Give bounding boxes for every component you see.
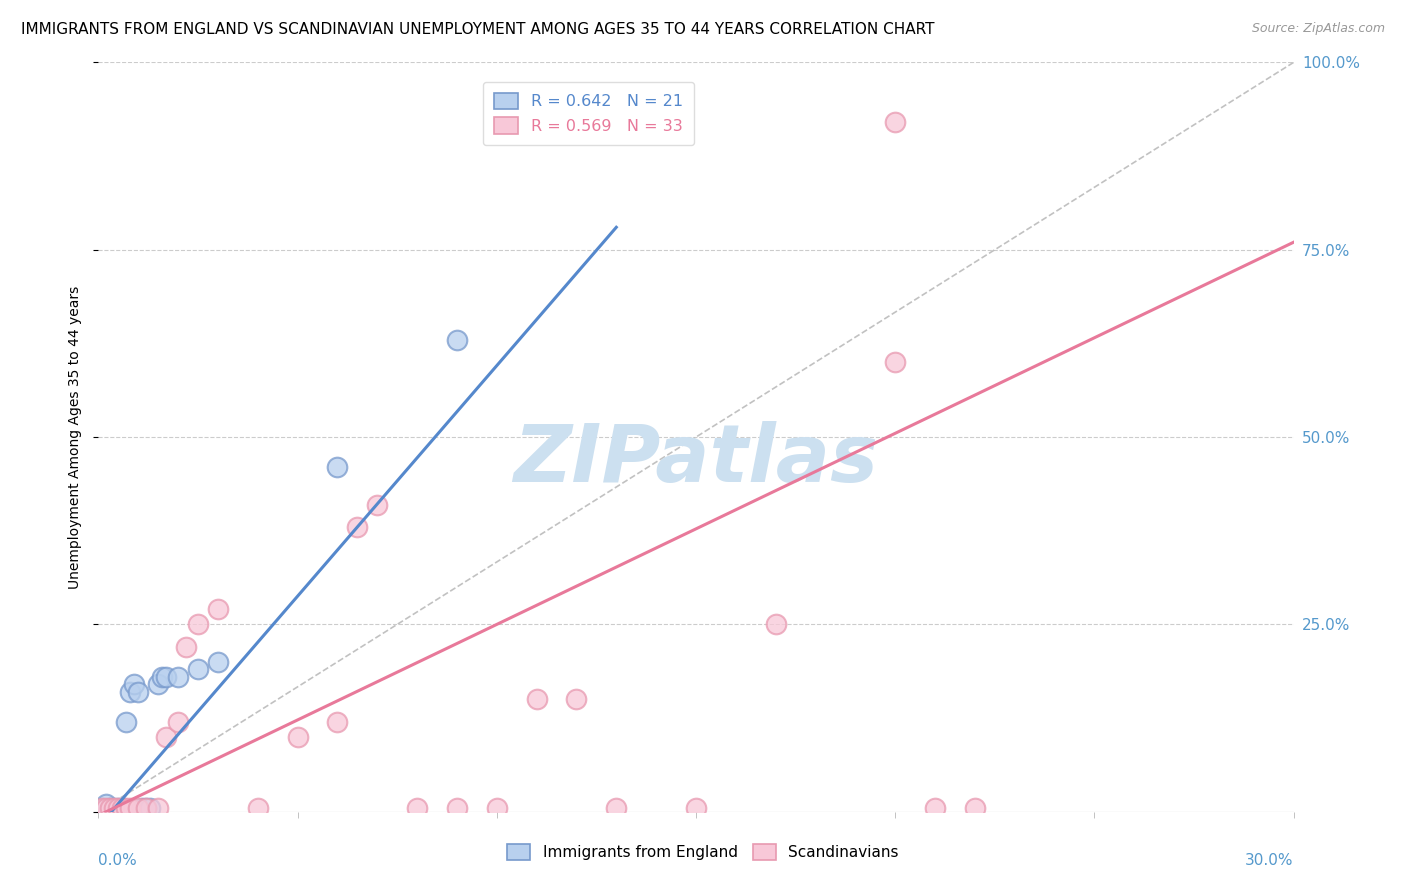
Point [98,801,122,815]
Point [685,801,707,815]
Point [107,801,129,815]
Point [120,801,142,815]
Point [135,801,157,815]
Point [135,801,157,815]
Point [155,670,177,684]
Point [96,801,118,815]
Point [167,714,190,729]
Point [111,801,134,815]
Text: ZIPatlas: ZIPatlas [513,420,879,499]
Text: 0.0%: 0.0% [98,853,138,868]
Legend: Immigrants from England, Scandinavians: Immigrants from England, Scandinavians [502,838,904,866]
Point [174,640,197,654]
Point [127,685,149,699]
Point [246,801,269,815]
Point [326,460,349,475]
Point [150,670,173,684]
Point [366,498,388,512]
Point [287,730,309,744]
Point [103,801,125,815]
Point [565,692,588,706]
Text: IMMIGRANTS FROM ENGLAND VS SCANDINAVIAN UNEMPLOYMENT AMONG AGES 35 TO 44 YEARS C: IMMIGRANTS FROM ENGLAND VS SCANDINAVIAN … [21,22,935,37]
Legend: R = 0.642   N = 21, R = 0.569   N = 33: R = 0.642 N = 21, R = 0.569 N = 33 [482,82,695,145]
Point [115,801,138,815]
Point [111,801,134,815]
Point [326,714,349,729]
Point [96,797,118,812]
Text: Source: ZipAtlas.com: Source: ZipAtlas.com [1251,22,1385,36]
Point [120,685,142,699]
Point [485,801,508,815]
Point [207,655,229,669]
Point [207,602,229,616]
Point [98,801,122,815]
Point [605,801,627,815]
Point [167,670,190,684]
Point [187,617,209,632]
Point [884,355,907,369]
Point [91,801,114,815]
Point [127,801,149,815]
Point [446,801,468,815]
Point [148,677,170,691]
Point [91,801,114,815]
Point [131,801,153,815]
Y-axis label: Unemployment Among Ages 35 to 44 years: Unemployment Among Ages 35 to 44 years [69,285,83,589]
Point [155,730,177,744]
Point [187,662,209,676]
Point [346,520,368,534]
Point [124,677,146,691]
Point [765,617,787,632]
Point [884,115,907,129]
Point [148,801,170,815]
Point [115,714,138,729]
Point [963,801,986,815]
Point [103,801,125,815]
Point [139,801,162,815]
Point [107,801,129,815]
Text: 30.0%: 30.0% [1246,853,1294,868]
Point [446,333,468,347]
Point [924,801,946,815]
Point [526,692,548,706]
Point [406,801,429,815]
